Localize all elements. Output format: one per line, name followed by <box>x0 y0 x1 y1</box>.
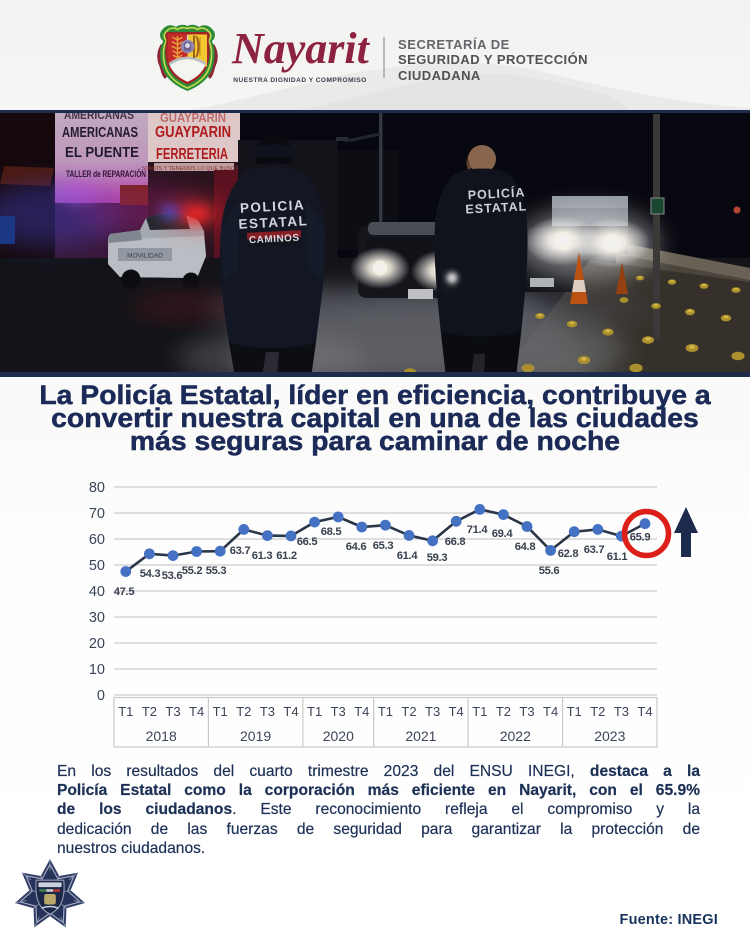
svg-text:61.4: 61.4 <box>397 550 419 562</box>
svg-text:69.4: 69.4 <box>492 528 514 540</box>
svg-text:GUAYPARIN: GUAYPARIN <box>160 110 226 125</box>
svg-text:T4: T4 <box>283 704 298 719</box>
svg-text:POLICÍA: POLICÍA <box>467 184 525 202</box>
svg-text:2022: 2022 <box>500 728 531 744</box>
svg-text:T3: T3 <box>519 704 534 719</box>
svg-text:T2: T2 <box>142 704 157 719</box>
svg-text:66.5: 66.5 <box>297 536 318 548</box>
svg-text:59.3: 59.3 <box>427 552 448 564</box>
svg-text:53.6: 53.6 <box>162 570 183 582</box>
svg-text:SOMOS Y TENEMOS LO QUE BUSCAS: SOMOS Y TENEMOS LO QUE BUSCAS <box>142 166 243 172</box>
svg-text:T1: T1 <box>213 704 228 719</box>
svg-text:2018: 2018 <box>146 728 177 744</box>
svg-text:10: 10 <box>89 662 105 678</box>
svg-text:T3: T3 <box>425 704 440 719</box>
svg-text:POLICIA: POLICIA <box>240 197 306 215</box>
svg-text:T4: T4 <box>189 704 204 719</box>
svg-text:55.2: 55.2 <box>182 565 203 577</box>
svg-text:64.8: 64.8 <box>515 541 536 553</box>
svg-text:TALLER de REPARACIÓN: TALLER de REPARACIÓN <box>66 168 146 180</box>
svg-text:AMERICANAS: AMERICANAS <box>62 125 138 141</box>
svg-text:54.3: 54.3 <box>140 568 161 580</box>
svg-text:66.8: 66.8 <box>445 536 466 548</box>
svg-text:61.2: 61.2 <box>276 550 297 562</box>
svg-text:0: 0 <box>97 688 105 704</box>
svg-text:T1: T1 <box>567 704 582 719</box>
svg-text:61.3: 61.3 <box>252 550 273 562</box>
svg-text:T4: T4 <box>637 704 652 719</box>
svg-text:T3: T3 <box>260 704 275 719</box>
svg-text:T2: T2 <box>401 704 416 719</box>
svg-text:GUAYPARIN: GUAYPARIN <box>155 124 231 141</box>
svg-text:64.6: 64.6 <box>346 541 367 553</box>
svg-text:40: 40 <box>89 584 105 600</box>
svg-text:47.5: 47.5 <box>114 586 135 598</box>
svg-text:ESTATAL: ESTATAL <box>465 199 528 216</box>
svg-text:2019: 2019 <box>240 728 271 744</box>
svg-text:2023: 2023 <box>594 728 625 744</box>
svg-text:T4: T4 <box>543 704 558 719</box>
svg-text:61.1: 61.1 <box>607 551 628 563</box>
svg-text:T4: T4 <box>449 704 464 719</box>
svg-text:T1: T1 <box>118 704 133 719</box>
svg-text:62.8: 62.8 <box>558 548 579 560</box>
svg-text:CAMINOS: CAMINOS <box>249 233 300 247</box>
svg-text:55.6: 55.6 <box>539 565 560 577</box>
svg-text:T2: T2 <box>590 704 605 719</box>
svg-text:71.4: 71.4 <box>467 524 489 536</box>
svg-text:T1: T1 <box>472 704 487 719</box>
svg-text:T2: T2 <box>236 704 251 719</box>
svg-text:30: 30 <box>89 610 105 626</box>
svg-text:ESTATAL: ESTATAL <box>238 213 308 232</box>
svg-text:T1: T1 <box>307 704 322 719</box>
svg-text:20: 20 <box>89 636 105 652</box>
svg-text:T4: T4 <box>354 704 369 719</box>
svg-text:63.7: 63.7 <box>584 544 605 556</box>
svg-text:65.9: 65.9 <box>630 532 651 544</box>
svg-text:60: 60 <box>89 532 105 548</box>
svg-text:FERRETERIA: FERRETERIA <box>156 146 228 163</box>
svg-text:T3: T3 <box>614 704 629 719</box>
svg-text:T3: T3 <box>165 704 180 719</box>
svg-text:MOVILIDAD: MOVILIDAD <box>127 253 163 260</box>
svg-text:65.3: 65.3 <box>373 540 394 552</box>
svg-text:70: 70 <box>89 506 105 522</box>
svg-text:63.7: 63.7 <box>230 545 251 557</box>
svg-text:50: 50 <box>89 558 105 574</box>
svg-text:2021: 2021 <box>405 728 436 744</box>
svg-text:80: 80 <box>89 480 105 496</box>
svg-text:2020: 2020 <box>323 728 354 744</box>
svg-text:T2: T2 <box>496 704 511 719</box>
svg-text:55.3: 55.3 <box>206 565 227 577</box>
svg-text:T1: T1 <box>378 704 393 719</box>
svg-text:T3: T3 <box>331 704 346 719</box>
svg-text:EL PUENTE: EL PUENTE <box>65 145 139 161</box>
svg-text:68.5: 68.5 <box>321 526 342 538</box>
